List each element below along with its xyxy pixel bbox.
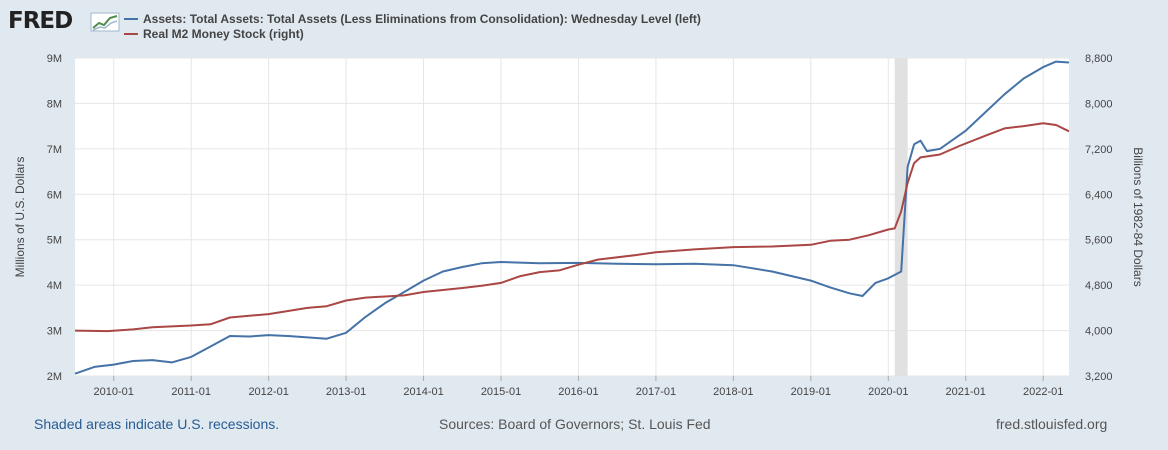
y-axis-left-label: Millions of U.S. Dollars [13, 157, 27, 278]
axis-ticks: 2M 3,200 3M 4,000 4M 4,800 5M 5,600 6M 6,400 7M 7,2… [47, 53, 1113, 398]
x-tick-label: 2019-01 [791, 386, 831, 398]
y-axis-right-label: Billions of 1982-84 Dollars [1131, 147, 1145, 286]
legend-item-real-m2[interactable]: Real M2 Money Stock (right) [124, 27, 304, 41]
y-left-tick-label: 2M [47, 371, 62, 383]
x-tick-label: 2013-01 [326, 386, 366, 398]
fred-logo[interactable]: FRED [8, 8, 120, 36]
y-left-tick-label: 6M [47, 189, 62, 201]
x-tick-label: 2017-01 [636, 386, 676, 398]
y-left-tick-label: 7M [47, 144, 62, 156]
x-tick-label: 2010-01 [94, 386, 134, 398]
y-right-tick-label: 4,800 [1085, 280, 1113, 292]
y-left-tick-label: 3M [47, 326, 62, 338]
series-line-total-assets [74, 60, 1070, 375]
x-tick-label: 2012-01 [248, 386, 288, 398]
legend-swatch-blue [124, 17, 138, 20]
y-left-tick-label: 4M [47, 280, 62, 292]
x-tick-label: 2022-01 [1023, 386, 1063, 398]
y-right-tick-label: 8,000 [1085, 98, 1113, 110]
recession-band [894, 58, 908, 376]
sources-text: Sources: Board of Governors; St. Louis F… [439, 416, 711, 432]
plot-area [75, 58, 1069, 376]
y-right-tick-label: 6,400 [1085, 189, 1113, 201]
fred-graph-icon [90, 12, 120, 32]
x-tick-label: 2021-01 [946, 386, 986, 398]
y-left-tick-label: 9M [47, 53, 62, 65]
y-left-tick-label: 8M [47, 98, 62, 110]
y-right-tick-label: 4,000 [1085, 326, 1113, 338]
y-right-tick-label: 3,200 [1085, 371, 1113, 383]
x-tick-label: 2011-01 [171, 386, 211, 398]
legend-swatch-red [124, 32, 138, 35]
legend-item-total-assets[interactable]: Assets: Total Assets: Total Assets (Less… [124, 12, 701, 26]
recession-shading [894, 58, 908, 376]
y-left-tick-label: 5M [47, 235, 62, 247]
y-right-tick-label: 7,200 [1085, 144, 1113, 156]
x-tick-label: 2015-01 [481, 386, 521, 398]
x-tick-label: 2014-01 [403, 386, 443, 398]
recession-note-link[interactable]: Shaded areas indicate U.S. recessions. [34, 416, 280, 432]
legend-label: Real M2 Money Stock (right) [143, 27, 304, 41]
series-line-real-m2 [74, 122, 1070, 333]
fred-logo-text: FRED [8, 8, 73, 34]
y-right-tick-label: 5,600 [1085, 235, 1113, 247]
site-link[interactable]: fred.stlouisfed.org [996, 416, 1108, 432]
legend-label: Assets: Total Assets: Total Assets (Less… [143, 12, 701, 26]
series-lines [74, 60, 1070, 375]
x-tick-label: 2018-01 [713, 386, 753, 398]
x-tick-label: 2016-01 [558, 386, 598, 398]
y-right-tick-label: 8,800 [1085, 53, 1113, 65]
x-tick-label: 2020-01 [868, 386, 908, 398]
